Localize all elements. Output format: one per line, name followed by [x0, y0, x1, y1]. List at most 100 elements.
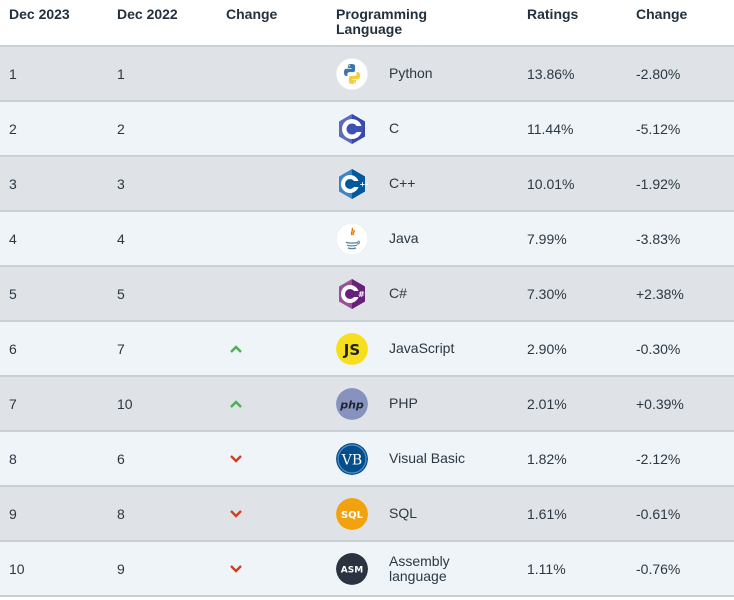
language-logo: ASM — [336, 542, 368, 595]
language-name[interactable]: Java — [389, 230, 419, 246]
svg-text:ASM: ASM — [341, 565, 363, 575]
change-value: +2.38% — [636, 285, 684, 302]
assembly-icon: ASM — [336, 552, 368, 585]
rank-2022: 8 — [117, 505, 125, 522]
language-logo — [336, 47, 368, 100]
svg-text:++: ++ — [360, 180, 369, 188]
header-change-percent[interactable]: Change — [636, 6, 688, 22]
rank-2022: 1 — [117, 65, 125, 82]
header-ratings[interactable]: Ratings — [527, 6, 579, 22]
language-logo: JS — [336, 322, 368, 375]
svg-text:#: # — [358, 290, 365, 299]
change-value: -1.92% — [636, 175, 681, 192]
language-logo: VB — [336, 432, 368, 485]
rank-2023: 9 — [9, 505, 17, 522]
rating-value: 13.86% — [527, 65, 575, 82]
language-logo: SQL — [336, 487, 368, 540]
header-dec-2022[interactable]: Dec 2022 — [117, 6, 178, 22]
rating-value: 11.44% — [527, 120, 574, 137]
svg-text:JS: JS — [343, 341, 360, 359]
rank-2022: 6 — [117, 450, 125, 467]
table-row[interactable]: 4 4 Java 7.99% -3.83% — [0, 212, 734, 267]
trend-indicator — [226, 432, 246, 485]
trend-indicator — [226, 377, 246, 430]
svg-text:SQL: SQL — [341, 510, 364, 521]
table-header: Dec 2023 Dec 2022 Change Programming Lan… — [0, 0, 734, 47]
rank-2022: 7 — [117, 340, 125, 357]
table-row[interactable]: 6 7 JS JavaScript 2.90% -0.30% — [0, 322, 734, 377]
change-value: -0.76% — [636, 560, 681, 577]
rank-2023: 8 — [9, 450, 17, 467]
trend-up-icon — [230, 344, 242, 353]
rating-value: 1.61% — [527, 505, 567, 522]
csharp-icon: # — [336, 278, 368, 310]
language-logo: ++ — [336, 157, 368, 210]
rating-value: 7.30% — [527, 285, 567, 302]
language-name[interactable]: Visual Basic — [389, 450, 466, 466]
change-value: -5.12% — [636, 120, 681, 137]
table-row[interactable]: 9 8 SQL SQL 1.61% -0.61% — [0, 487, 734, 542]
visual-basic-icon: VB — [336, 442, 368, 475]
rating-value: 2.90% — [527, 340, 567, 357]
table-row[interactable]: 5 5 # C# 7.30% +2.38% — [0, 267, 734, 322]
trend-indicator — [226, 322, 246, 375]
rating-value: 7.99% — [527, 230, 567, 247]
rank-2022: 3 — [117, 175, 125, 192]
change-value: -0.61% — [636, 505, 681, 522]
table-row[interactable]: 10 9 ASM Assembly language 1.11% -0.76% — [0, 542, 734, 597]
language-name[interactable]: SQL — [389, 505, 418, 521]
trend-indicator — [226, 47, 246, 100]
svg-text:php: php — [339, 398, 364, 411]
table-row[interactable]: 1 1 Python 13.86% -2.80% — [0, 47, 734, 102]
language-name[interactable]: C++ — [389, 175, 416, 191]
trend-indicator — [226, 542, 246, 595]
language-name[interactable]: Python — [389, 65, 433, 81]
rank-2022: 10 — [117, 395, 133, 412]
language-logo — [336, 102, 368, 155]
trend-up-icon — [230, 399, 242, 408]
javascript-icon: JS — [336, 332, 368, 365]
header-language[interactable]: Programming Language — [336, 7, 427, 37]
trend-down-icon — [230, 454, 242, 463]
language-logo: php — [336, 377, 368, 430]
rank-2023: 1 — [9, 65, 17, 82]
header-change[interactable]: Change — [226, 6, 278, 22]
table-row[interactable]: 7 10 php PHP 2.01% +0.39% — [0, 377, 734, 432]
rank-2023: 10 — [9, 560, 25, 577]
change-value: +0.39% — [636, 395, 684, 412]
c-icon — [336, 113, 368, 145]
rank-2023: 6 — [9, 340, 17, 357]
header-dec-2023[interactable]: Dec 2023 — [9, 6, 70, 22]
cpp-icon: ++ — [336, 168, 368, 200]
rank-2022: 2 — [117, 120, 125, 137]
language-name[interactable]: PHP — [389, 395, 418, 411]
rank-2023: 4 — [9, 230, 17, 247]
language-logo: # — [336, 267, 368, 320]
rank-2022: 5 — [117, 285, 125, 302]
language-name[interactable]: C# — [389, 285, 407, 301]
trend-down-icon — [230, 509, 242, 518]
language-name[interactable]: Assembly language — [389, 552, 450, 584]
table-body: 1 1 Python 13.86% -2.80% 2 2 C 11.44% -5.12% 3 3 ++ C… — [0, 47, 734, 597]
header-language-line1: Programming — [336, 6, 428, 22]
change-value: -2.12% — [636, 450, 681, 467]
rating-value: 1.82% — [527, 450, 567, 467]
language-name[interactable]: C — [389, 120, 400, 136]
language-name[interactable]: JavaScript — [389, 340, 455, 356]
php-icon: php — [336, 387, 368, 420]
trend-indicator — [226, 487, 246, 540]
rank-2023: 2 — [9, 120, 17, 137]
table-row[interactable]: 8 6 VB Visual Basic 1.82% -2.12% — [0, 432, 734, 487]
table-row[interactable]: 2 2 C 11.44% -5.12% — [0, 102, 734, 157]
change-value: -0.30% — [636, 340, 681, 357]
rank-2023: 5 — [9, 285, 17, 302]
java-icon — [336, 222, 368, 255]
table-row[interactable]: 3 3 ++ C++ 10.01% -1.92% — [0, 157, 734, 212]
trend-down-icon — [230, 564, 242, 573]
change-value: -2.80% — [636, 65, 681, 82]
rank-2022: 4 — [117, 230, 125, 247]
trend-indicator — [226, 157, 246, 210]
rank-2023: 7 — [9, 395, 17, 412]
rank-2023: 3 — [9, 175, 17, 192]
